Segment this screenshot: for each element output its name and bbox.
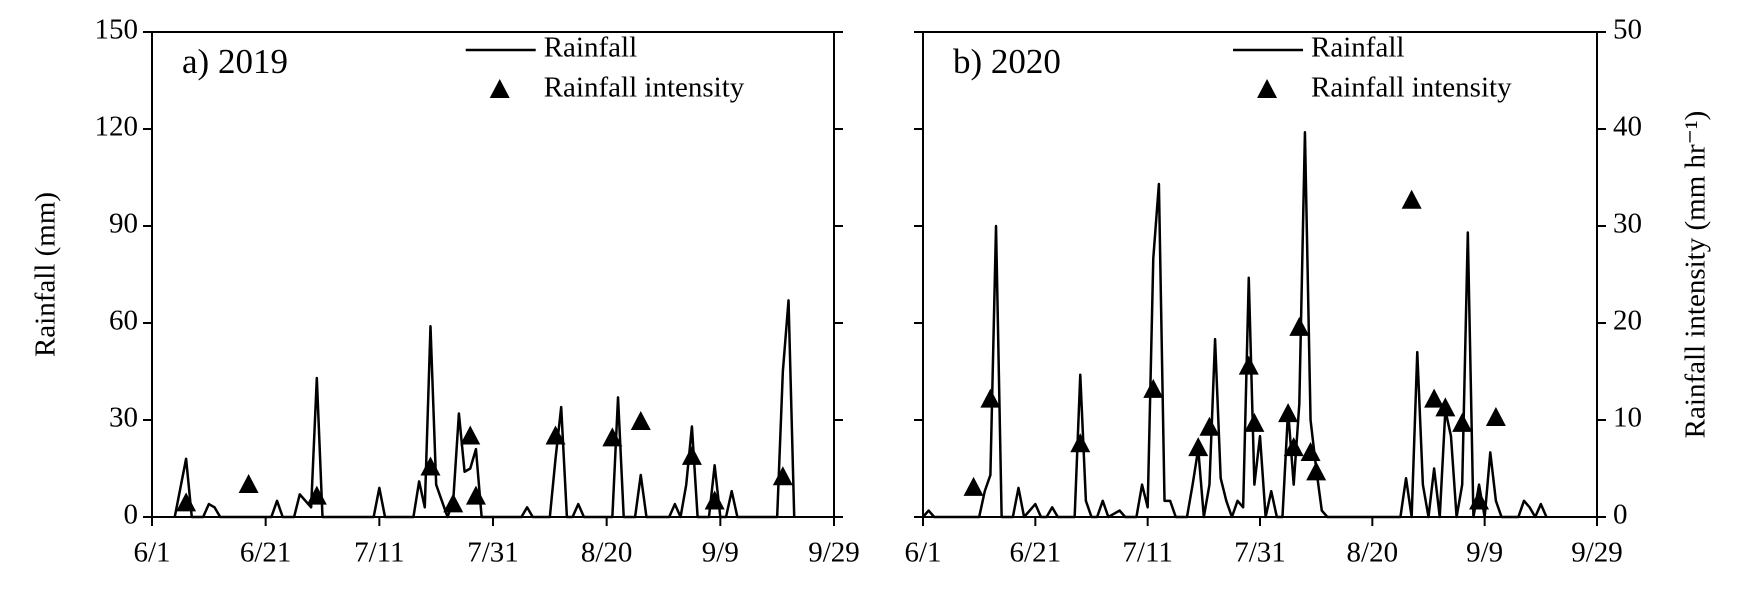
legend-label: Rainfall — [1311, 32, 1404, 64]
intensity-marker — [602, 427, 623, 447]
x-tick-label: 9/9 — [702, 537, 739, 569]
intensity-marker — [306, 485, 327, 505]
intensity-marker — [1452, 412, 1473, 432]
intensity-marker — [772, 466, 793, 486]
intensity-marker — [1278, 403, 1299, 423]
intensity-marker — [681, 445, 702, 465]
rainfall-line — [922, 130, 1548, 519]
x-tick-label: 7/31 — [467, 537, 519, 569]
y2-tick-label: 20 — [1613, 305, 1642, 337]
x-tick-label: 9/9 — [1466, 537, 1503, 569]
x-tick-label: 7/31 — [1234, 537, 1286, 569]
intensity-marker — [176, 492, 197, 512]
y-tick-label: 120 — [95, 111, 139, 143]
x-tick-label: 8/20 — [1347, 537, 1399, 569]
y-axis-label: Rainfall (mm) — [30, 192, 62, 357]
y2-axis-label: Rainfall intensity (mm hr⁻¹) — [1680, 111, 1712, 439]
x-tick-label: 6/1 — [904, 537, 941, 569]
intensity-marker — [1283, 437, 1304, 457]
intensity-marker — [1306, 461, 1327, 481]
intensity-marker — [1401, 189, 1422, 209]
panel-title: a) 2019 — [182, 42, 288, 81]
intensity-marker — [443, 493, 464, 513]
intensity-marker — [465, 485, 486, 505]
intensity-marker — [238, 473, 259, 493]
intensity-marker — [980, 388, 1001, 408]
legend-label: Rainfall intensity — [1311, 72, 1512, 104]
intensity-marker — [1143, 378, 1164, 398]
intensity-marker — [704, 490, 725, 510]
legend-label: Rainfall — [544, 32, 637, 64]
x-tick-label: 6/1 — [133, 537, 170, 569]
y-tick-label: 90 — [109, 208, 138, 240]
intensity-marker — [1289, 316, 1310, 336]
y2-tick-label: 30 — [1613, 208, 1642, 240]
y-tick-label: 60 — [109, 305, 138, 337]
plot-frame — [151, 31, 835, 518]
x-tick-label: 6/21 — [240, 537, 292, 569]
intensity-marker — [1424, 388, 1445, 408]
intensity-marker — [1188, 437, 1209, 457]
intensity-marker — [963, 476, 984, 496]
y2-tick-label: 10 — [1613, 402, 1642, 434]
intensity-marker — [1070, 433, 1091, 453]
y-tick-label: 150 — [95, 14, 139, 46]
intensity-marker — [1435, 397, 1456, 417]
y2-tick-label: 40 — [1613, 111, 1642, 143]
panel-title: b) 2020 — [953, 42, 1061, 81]
x-tick-label: 9/29 — [808, 537, 860, 569]
intensity-marker — [545, 425, 566, 445]
intensity-marker — [1238, 355, 1259, 375]
x-tick-label: 7/11 — [354, 537, 404, 569]
intensity-marker — [1244, 412, 1265, 432]
legend-marker — [1257, 79, 1278, 98]
y-tick-label: 30 — [109, 402, 138, 434]
x-tick-label: 6/21 — [1010, 537, 1062, 569]
y2-tick-label: 50 — [1613, 14, 1642, 46]
intensity-marker — [1199, 416, 1220, 436]
rainfall-line — [173, 299, 796, 519]
intensity-marker — [420, 456, 441, 476]
y2-tick-label: 0 — [1613, 499, 1628, 531]
x-tick-label: 8/20 — [581, 537, 633, 569]
intensity-marker — [1469, 490, 1490, 510]
intensity-marker — [1485, 407, 1506, 427]
x-tick-label: 9/29 — [1571, 537, 1623, 569]
intensity-marker — [1300, 441, 1321, 461]
legend-marker — [489, 79, 510, 98]
legend-label: Rainfall intensity — [544, 72, 745, 104]
y-tick-label: 0 — [124, 499, 139, 531]
x-tick-label: 7/11 — [1122, 537, 1172, 569]
intensity-marker — [460, 425, 481, 445]
intensity-marker — [630, 410, 651, 430]
